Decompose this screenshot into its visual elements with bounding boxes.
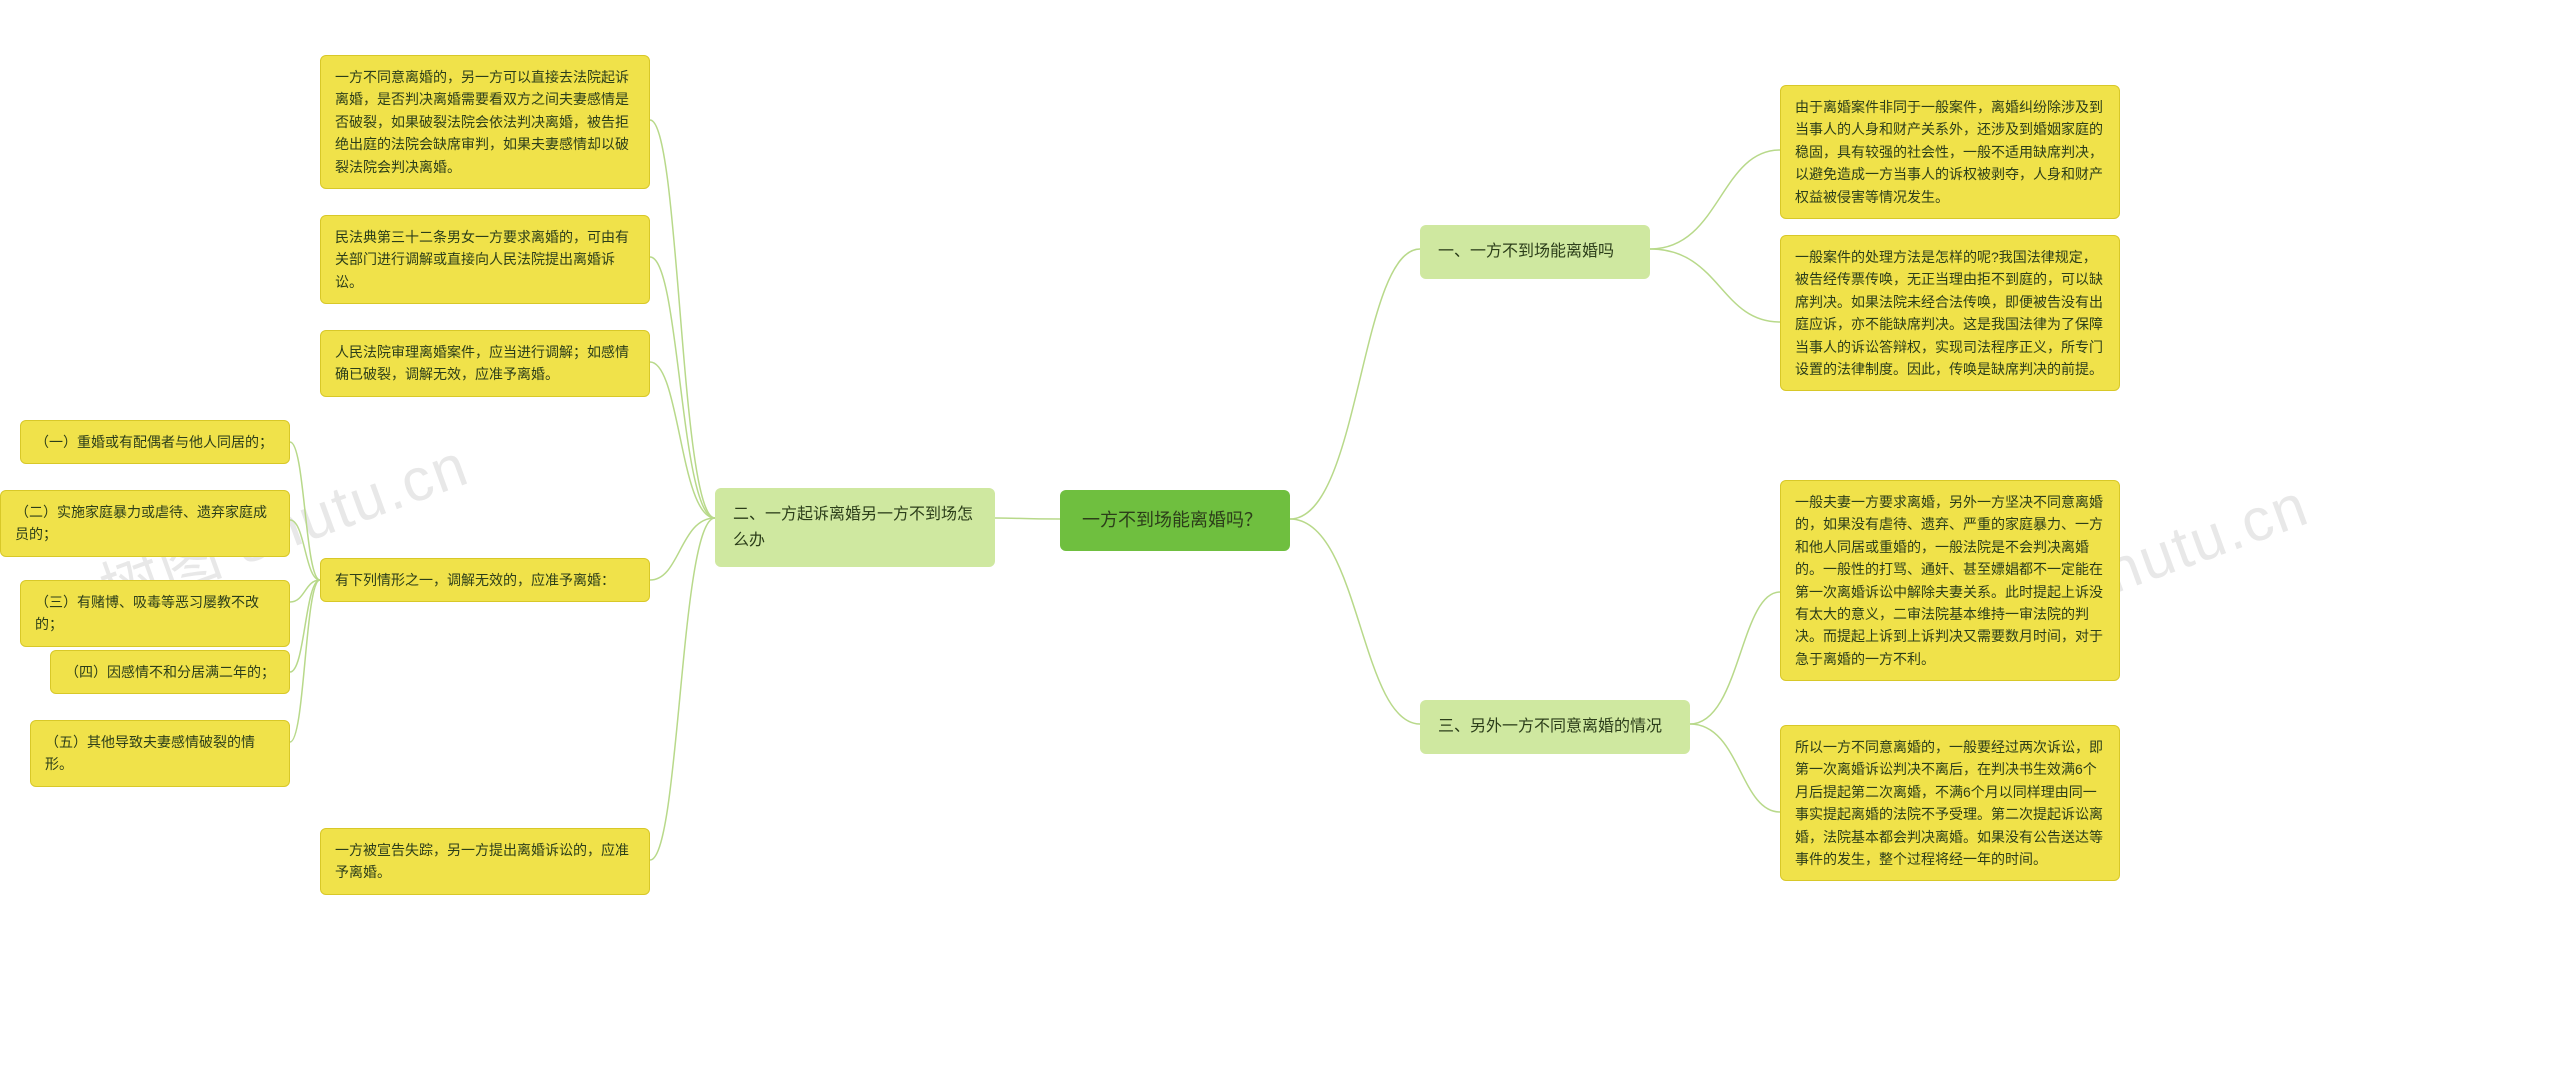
mindmap-root[interactable]: 一方不到场能离婚吗？ <box>1060 490 1290 551</box>
leaf-node[interactable]: 一方不同意离婚的，另一方可以直接去法院起诉离婚，是否判决离婚需要看双方之间夫妻感… <box>320 55 650 189</box>
leaf-node[interactable]: 一方被宣告失踪，另一方提出离婚诉讼的，应准予离婚。 <box>320 828 650 895</box>
leaf-node[interactable]: （四）因感情不和分居满二年的； <box>50 650 290 694</box>
leaf-node[interactable]: （五）其他导致夫妻感情破裂的情形。 <box>30 720 290 787</box>
branch-section-1[interactable]: 一、一方不到场能离婚吗 <box>1420 225 1650 279</box>
leaf-node[interactable]: （三）有赌博、吸毒等恶习屡教不改的； <box>20 580 290 647</box>
leaf-node[interactable]: 所以一方不同意离婚的，一般要经过两次诉讼，即第一次离婚诉讼判决不离后，在判决书生… <box>1780 725 2120 881</box>
leaf-node[interactable]: （一）重婚或有配偶者与他人同居的； <box>20 420 290 464</box>
leaf-node[interactable]: （二）实施家庭暴力或虐待、遗弃家庭成员的； <box>0 490 290 557</box>
leaf-node[interactable]: 由于离婚案件非同于一般案件，离婚纠纷除涉及到当事人的人身和财产关系外，还涉及到婚… <box>1780 85 2120 219</box>
branch-section-2[interactable]: 二、一方起诉离婚另一方不到场怎么办 <box>715 488 995 567</box>
leaf-node[interactable]: 人民法院审理离婚案件，应当进行调解；如感情确已破裂，调解无效，应准予离婚。 <box>320 330 650 397</box>
leaf-node[interactable]: 一般夫妻一方要求离婚，另外一方坚决不同意离婚的，如果没有虐待、遗弃、严重的家庭暴… <box>1780 480 2120 681</box>
leaf-node[interactable]: 民法典第三十二条男女一方要求离婚的，可由有关部门进行调解或直接向人民法院提出离婚… <box>320 215 650 304</box>
leaf-node[interactable]: 有下列情形之一，调解无效的，应准予离婚： <box>320 558 650 602</box>
leaf-node[interactable]: 一般案件的处理方法是怎样的呢?我国法律规定，被告经传票传唤，无正当理由拒不到庭的… <box>1780 235 2120 391</box>
branch-section-3[interactable]: 三、另外一方不同意离婚的情况 <box>1420 700 1690 754</box>
